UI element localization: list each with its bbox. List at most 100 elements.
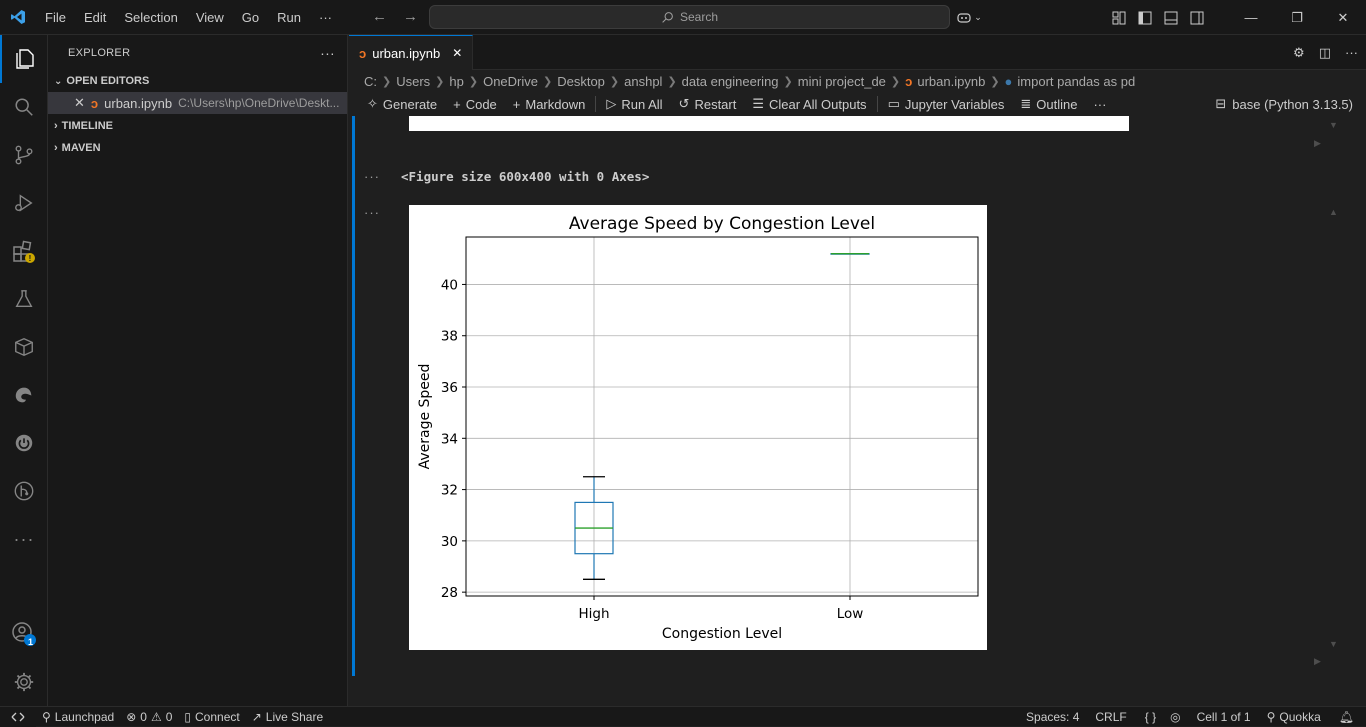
packages-box-icon[interactable] [0, 323, 48, 371]
menu-go[interactable]: Go [241, 9, 260, 25]
chart-title: Average Speed by Congestion Level [569, 214, 875, 234]
open-editors-section[interactable]: ⌄ OPEN EDITORS [48, 70, 347, 92]
run-debug-icon[interactable] [0, 179, 48, 227]
minimize-button[interactable]: — [1244, 10, 1258, 25]
launchpad-item[interactable]: ⚲ Launchpad [36, 710, 120, 724]
add-markdown-button[interactable]: + Markdown [505, 97, 594, 112]
scroll-right-icon[interactable]: ▶ [1314, 138, 1321, 148]
launchpad-label: Launchpad [54, 709, 115, 724]
scroll-down-icon[interactable]: ▼ [1329, 639, 1338, 649]
customize-layout-icon[interactable] [1106, 0, 1132, 35]
breadcrumb-item[interactable]: OneDrive [483, 73, 538, 89]
markdown-label: Markdown [525, 96, 586, 112]
tab-close-icon[interactable]: ✕ [452, 46, 463, 60]
open-editor-path: C:\Users\hp\OneDrive\Deskt... [178, 96, 340, 110]
rocket-icon: ⚲ [42, 709, 51, 724]
forward-arrow-icon[interactable]: → [403, 8, 418, 25]
split-editor-icon[interactable]: ◫ [1318, 44, 1331, 60]
language-braces-item[interactable]: { } [1137, 710, 1164, 724]
output-more-icon[interactable]: ··· [364, 205, 380, 220]
sparkle-icon: ✧ [367, 96, 378, 111]
kernel-picker[interactable]: ⊟ base (Python 3.13.5) [1215, 92, 1353, 116]
explorer-icon[interactable] [0, 35, 48, 83]
menu-more[interactable]: ··· [319, 9, 332, 25]
tab-urban-ipynb[interactable]: ↄ urban.ipynb ✕ [349, 35, 474, 70]
text-output: <Figure size 600x400 with 0 Axes> [401, 169, 650, 184]
timeline-section[interactable]: › TIMELINE [48, 115, 347, 137]
restart-button[interactable]: ↺ Restart [671, 96, 745, 112]
toggle-panel-icon[interactable] [1158, 0, 1184, 35]
breadcrumb-item[interactable]: import pandas as pd [1017, 73, 1136, 89]
menu-bar: File Edit Selection View Go Run ··· [36, 0, 341, 35]
source-control-icon[interactable] [0, 131, 48, 179]
clear-outputs-button[interactable]: ☰ Clear All Outputs [744, 96, 874, 112]
breadcrumb-item[interactable]: urban.ipynb [917, 73, 986, 89]
connect-item[interactable]: ▯ Connect [178, 710, 245, 724]
y-tick-label: 30 [441, 534, 458, 550]
y-tick-label: 38 [441, 329, 458, 345]
close-icon[interactable]: ✕ [74, 95, 85, 110]
breadcrumb-item[interactable]: data engineering [681, 73, 779, 89]
command-center-search[interactable]: Search [429, 5, 950, 29]
x-tick-label: Low [837, 606, 864, 622]
settings-gear-icon[interactable] [0, 658, 48, 706]
menu-run[interactable]: Run [277, 9, 301, 25]
tab-label: urban.ipynb [372, 45, 441, 61]
toggle-primary-sidebar-icon[interactable] [1132, 0, 1158, 35]
quokka-item[interactable]: ⚲ Quokka [1261, 710, 1327, 724]
sidebar-more-icon[interactable]: ··· [320, 44, 335, 61]
git-graph-icon[interactable] [0, 467, 48, 515]
jupyter-variables-button[interactable]: ▭ Jupyter Variables [880, 96, 1013, 112]
breadcrumb-item[interactable]: hp [449, 73, 464, 89]
remote-icon[interactable] [0, 706, 36, 727]
power-platform-icon[interactable] [0, 419, 48, 467]
notifications-bell-icon[interactable]: 🔔︎ [1338, 710, 1354, 724]
breadcrumb-item[interactable]: C: [364, 73, 377, 89]
title-bar: File Edit Selection View Go Run ··· ← → … [0, 0, 1366, 35]
testing-flask-icon[interactable] [0, 275, 48, 323]
breadcrumb-item[interactable]: mini project_de [797, 73, 886, 89]
cell-position-item[interactable]: Cell 1 of 1 [1187, 710, 1261, 724]
search-icon [662, 11, 673, 23]
extensions-icon[interactable]: ! [0, 227, 48, 275]
add-code-button[interactable]: + Code [445, 97, 505, 112]
toolbar-more-button[interactable]: ··· [1085, 97, 1114, 112]
breadcrumb-item[interactable]: Users [396, 73, 431, 89]
accounts-icon[interactable]: 1 [0, 610, 48, 658]
generate-button[interactable]: ✧ Generate [359, 96, 445, 112]
warnings-count: 0 [165, 709, 173, 724]
maven-section[interactable]: › MAVEN [48, 137, 347, 159]
menu-view[interactable]: View [195, 9, 224, 25]
breadcrumb-item[interactable]: anshpl [624, 73, 663, 89]
edge-devtools-icon[interactable] [0, 371, 48, 419]
scroll-right-icon[interactable]: ▶ [1314, 656, 1321, 666]
menu-edit[interactable]: Edit [83, 9, 107, 25]
toggle-secondary-sidebar-icon[interactable] [1184, 0, 1210, 35]
problems-item[interactable]: ⊗ 0 ⚠ 0 [120, 710, 178, 724]
menu-selection[interactable]: Selection [124, 9, 178, 25]
settings-gear-icon[interactable]: ⚙ [1293, 44, 1305, 60]
restore-button[interactable]: ❐ [1291, 9, 1303, 25]
search-icon[interactable] [0, 83, 48, 131]
live-share-item[interactable]: ↗ Live Share [246, 710, 329, 724]
close-window-button[interactable]: ✕ [1337, 9, 1349, 25]
editor-more-icon[interactable]: ··· [1345, 45, 1358, 60]
menu-file[interactable]: File [45, 9, 66, 25]
copilot-status-icon[interactable]: ◎ [1170, 710, 1181, 724]
indentation-item[interactable]: Spaces: 4 [1020, 710, 1085, 724]
chevron-down-icon: ⌄ [54, 75, 63, 87]
open-editor-item[interactable]: ✕ ↄ urban.ipynb C:\Users\hp\OneDrive\Des… [48, 92, 347, 114]
run-all-button[interactable]: ▷ Run All [598, 96, 670, 112]
copilot-icon[interactable]: ⌄ [952, 0, 986, 35]
variables-label: Jupyter Variables [904, 96, 1005, 112]
chevron-right-icon: › [54, 142, 58, 154]
breadcrumb-item[interactable]: Desktop [557, 73, 605, 89]
axes-frame [465, 236, 979, 597]
output-more-icon[interactable]: ··· [364, 169, 380, 184]
back-arrow-icon[interactable]: ← [372, 8, 387, 25]
scroll-down-icon[interactable]: ▼ [1329, 120, 1338, 130]
outline-button[interactable]: ≣ Outline [1012, 96, 1085, 112]
more-views-icon[interactable]: ··· [13, 528, 35, 549]
eol-item[interactable]: CRLF [1085, 710, 1136, 724]
scroll-up-icon[interactable]: ▲ [1329, 207, 1338, 217]
